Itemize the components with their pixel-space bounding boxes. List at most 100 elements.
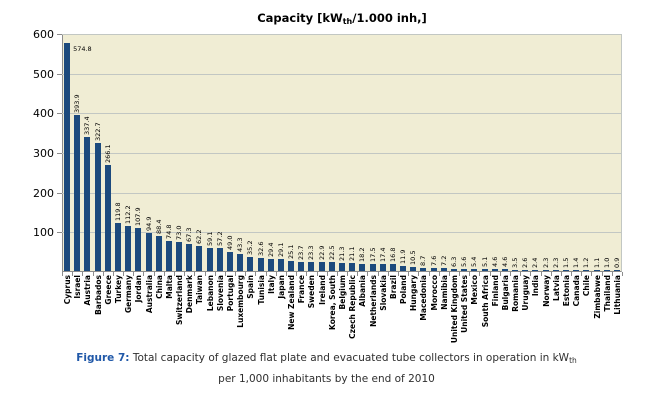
bar (471, 268, 478, 271)
y-axis-label: 200 (33, 186, 54, 200)
bar (267, 259, 274, 271)
bar-value-label: 21.3 (338, 246, 346, 261)
x-axis-tick (204, 272, 206, 276)
bar-value-label: 16.8 (388, 247, 397, 263)
x-axis-label: United Kingdom (450, 275, 459, 344)
bar (125, 226, 132, 271)
bar-value-label: 88.4 (154, 219, 163, 234)
x-axis-label: Poland (399, 275, 409, 304)
x-axis-tick (469, 272, 471, 276)
bar (349, 262, 356, 271)
gridline (62, 73, 622, 75)
bar-value-label: 1.5 (562, 257, 570, 268)
x-axis-label: Latvia (551, 275, 561, 301)
bar (593, 270, 600, 271)
x-axis-tick (448, 272, 450, 276)
x-axis-label: Czech Republic (348, 275, 358, 339)
bar (216, 248, 223, 271)
x-axis-label: Romania (511, 275, 521, 312)
bar-value-label: 49.0 (226, 235, 234, 250)
x-axis-tick (184, 272, 186, 276)
bar (563, 270, 569, 271)
figure-caption-text: Total capacity of glazed flat plate and … (132, 352, 570, 364)
bar (176, 242, 183, 271)
x-axis-tick (581, 272, 583, 276)
x-axis-label: Mexico (470, 275, 480, 305)
y-axis-label: 500 (33, 67, 54, 81)
bar-value-label: 21.1 (348, 246, 357, 261)
x-axis-tick (408, 272, 410, 276)
bar-value-label: 17.4 (378, 247, 387, 263)
x-axis-tick (245, 272, 247, 276)
bar-value-label: 5.6 (460, 256, 469, 267)
figure-caption-line2: per 1,000 inhabitants by the end of 2010 (218, 373, 435, 385)
bar (318, 261, 325, 271)
x-axis-label: Hungary (409, 275, 419, 311)
bar-value-label: 266.1 (103, 144, 112, 164)
bar-value-label: 8.7 (419, 255, 428, 266)
x-axis-label: Namibia (439, 275, 449, 310)
bar-value-label: 29.1 (276, 242, 285, 258)
bar-value-label: 2.6 (521, 257, 530, 268)
bar-value-label: 67.3 (185, 227, 194, 243)
x-axis-tick (133, 272, 135, 276)
bar-value-label: 59.1 (205, 231, 214, 246)
bar (430, 267, 437, 271)
bar-value-label: 4.6 (490, 256, 499, 268)
figure-caption: Figure 7: Total capacity of glazed flat … (0, 349, 653, 389)
bar (84, 137, 91, 271)
x-axis-tick (92, 272, 94, 276)
bar-value-label: 322.7 (93, 122, 102, 141)
bar-value-label: 11.9 (399, 249, 408, 265)
x-axis-label: Japan (276, 275, 286, 299)
bar-value-label: 574.8 (73, 44, 92, 53)
y-axis-label: 300 (33, 147, 54, 160)
x-axis-label: Luxembourg (236, 275, 246, 328)
y-axis-tick (57, 232, 62, 234)
bar-value-label: 2.4 (531, 257, 540, 268)
y-axis-tick (57, 34, 62, 35)
bar (603, 270, 610, 271)
x-axis-label: Germany (124, 275, 134, 314)
bar (115, 223, 121, 271)
bar (277, 259, 284, 271)
bar (359, 263, 366, 271)
bar (491, 269, 498, 271)
x-axis-label: New Zealand (287, 275, 297, 330)
x-axis-tick (550, 272, 552, 276)
figure-caption-label: Figure 7: (76, 352, 130, 364)
bar-value-label: 43.3 (236, 237, 245, 252)
x-axis-label: Switzerland (175, 275, 185, 325)
gridline (62, 192, 622, 194)
bar (573, 270, 580, 271)
x-axis-label: South Africa (480, 275, 490, 328)
chart-title-subscript: th (342, 17, 353, 26)
x-axis-tick (489, 272, 491, 276)
x-axis-label: Austria (83, 275, 93, 306)
figure-caption-subscript: th (569, 356, 577, 365)
bar (288, 261, 295, 271)
x-axis-tick (82, 272, 84, 276)
x-axis-tick (163, 272, 165, 276)
x-axis-label: Spain (246, 275, 256, 299)
x-axis-label: Canada (572, 275, 582, 307)
bar-value-label: 119.8 (114, 202, 122, 222)
x-axis-tick (428, 272, 430, 276)
x-axis-tick (296, 272, 298, 276)
bar-value-label: 5.1 (480, 256, 489, 267)
bar (613, 270, 620, 271)
x-axis-label: Italy (266, 275, 276, 294)
x-axis-tick (235, 272, 237, 276)
x-axis-tick (265, 272, 267, 276)
x-axis-tick (510, 272, 511, 276)
gridline (62, 153, 622, 154)
bar (206, 247, 213, 271)
x-axis-tick (438, 272, 440, 276)
x-axis-tick (357, 272, 359, 276)
chart-title: Capacity [kWth/1.000 inh,] (62, 11, 622, 26)
x-axis-tick (347, 272, 349, 276)
x-axis-tick (214, 272, 216, 276)
bar-value-label: 73.0 (175, 225, 184, 241)
chart-title-suffix: /1.000 inh,] (352, 11, 427, 25)
bar (379, 264, 386, 271)
